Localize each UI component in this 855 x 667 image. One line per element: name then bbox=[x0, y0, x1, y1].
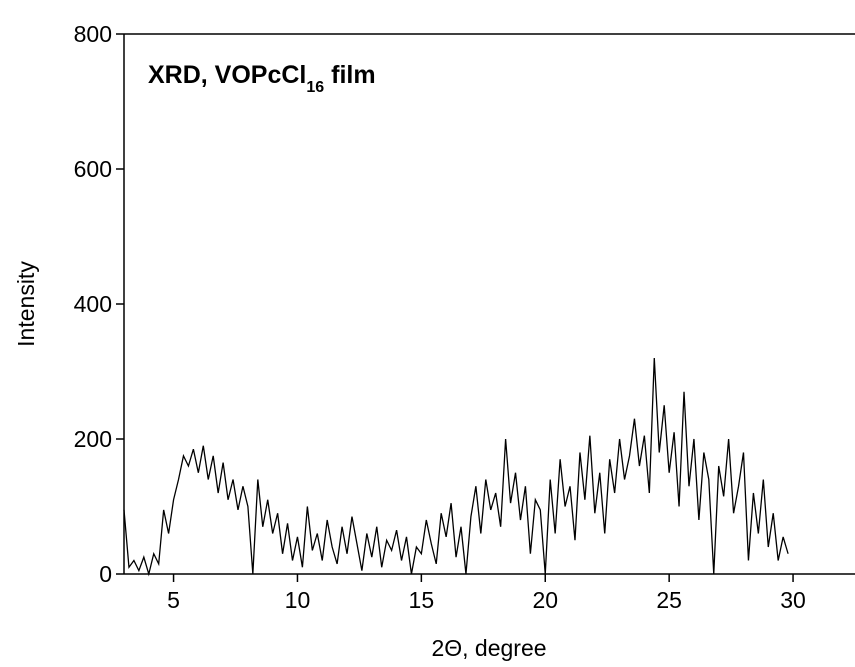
x-tick-label: 10 bbox=[285, 587, 311, 613]
data-line bbox=[123, 357, 789, 577]
y-tick-label: 800 bbox=[74, 21, 112, 47]
annotation-subscript: 16 bbox=[306, 79, 324, 96]
annotation-main: XRD, VOPcCl bbox=[148, 61, 306, 89]
x-axis-label: 2Θ, degree bbox=[431, 635, 546, 661]
x-tick-label: 15 bbox=[409, 587, 435, 613]
y-tick-label: 400 bbox=[74, 291, 112, 317]
x-tick-label: 5 bbox=[167, 587, 180, 613]
y-tick-label: 200 bbox=[74, 426, 112, 452]
annotation: XRD, VOPcCl16 film bbox=[148, 61, 376, 96]
y-tick-label: 600 bbox=[74, 156, 112, 182]
x-tick-label: 25 bbox=[656, 587, 682, 613]
x-tick-label: 20 bbox=[532, 587, 558, 613]
y-axis-label: Intensity bbox=[13, 261, 39, 347]
annotation-suffix: film bbox=[324, 61, 375, 89]
x-tick-label: 30 bbox=[780, 587, 806, 613]
y-tick-label: 0 bbox=[99, 561, 112, 587]
